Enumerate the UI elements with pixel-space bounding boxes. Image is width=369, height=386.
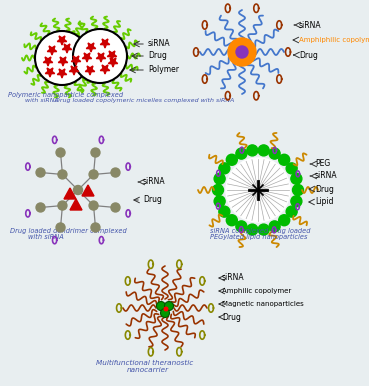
- Circle shape: [291, 173, 302, 184]
- Polygon shape: [57, 36, 67, 45]
- Polygon shape: [57, 69, 67, 78]
- Circle shape: [163, 306, 169, 312]
- Polygon shape: [108, 58, 118, 67]
- Polygon shape: [82, 53, 92, 62]
- Polygon shape: [86, 43, 96, 52]
- Text: with siRNA: with siRNA: [25, 98, 59, 103]
- Polygon shape: [43, 57, 53, 66]
- Polygon shape: [70, 199, 82, 210]
- Circle shape: [111, 203, 120, 212]
- Text: nanocarrier: nanocarrier: [127, 367, 169, 373]
- Text: Multifunctional theranostic: Multifunctional theranostic: [96, 360, 194, 366]
- Circle shape: [226, 154, 237, 165]
- Text: Amphiphilic copolymer: Amphiphilic copolymer: [299, 37, 369, 43]
- Circle shape: [258, 224, 269, 235]
- Circle shape: [269, 148, 280, 159]
- Text: siRNA: siRNA: [143, 178, 166, 186]
- Polygon shape: [45, 68, 55, 77]
- Polygon shape: [58, 57, 68, 66]
- Circle shape: [91, 148, 100, 157]
- Polygon shape: [107, 51, 117, 60]
- Circle shape: [56, 223, 65, 232]
- Circle shape: [36, 203, 45, 212]
- Circle shape: [247, 224, 258, 235]
- Circle shape: [213, 185, 224, 195]
- Circle shape: [89, 201, 98, 210]
- Circle shape: [156, 301, 166, 310]
- Polygon shape: [100, 65, 110, 74]
- Text: Drug: Drug: [315, 185, 334, 193]
- Polygon shape: [64, 188, 76, 199]
- Circle shape: [279, 215, 290, 226]
- Text: Polymeric nanoparticle complexed: Polymeric nanoparticle complexed: [8, 92, 123, 98]
- Polygon shape: [100, 39, 110, 48]
- Text: siRNA complexed drug loaded: siRNA complexed drug loaded: [210, 228, 310, 234]
- Polygon shape: [82, 185, 94, 196]
- Circle shape: [58, 201, 67, 210]
- Circle shape: [73, 186, 83, 195]
- Circle shape: [214, 196, 225, 207]
- Text: PEGylated lipid nanoparticles: PEGylated lipid nanoparticles: [210, 234, 307, 240]
- Circle shape: [89, 170, 98, 179]
- Text: Drug: Drug: [299, 51, 318, 59]
- Circle shape: [161, 308, 169, 318]
- Circle shape: [165, 301, 173, 310]
- Circle shape: [236, 46, 248, 58]
- Circle shape: [35, 31, 89, 85]
- Polygon shape: [85, 66, 95, 75]
- Circle shape: [214, 173, 225, 184]
- Text: PEG: PEG: [315, 159, 330, 169]
- Circle shape: [226, 215, 237, 226]
- Circle shape: [291, 196, 302, 207]
- Circle shape: [111, 168, 120, 177]
- Circle shape: [236, 148, 247, 159]
- Circle shape: [226, 158, 290, 222]
- Text: siRNA: siRNA: [222, 274, 245, 283]
- Circle shape: [286, 163, 297, 174]
- Text: Magnetic nanoparticles: Magnetic nanoparticles: [222, 301, 304, 307]
- Text: Drug: Drug: [143, 195, 162, 205]
- Circle shape: [36, 168, 45, 177]
- Circle shape: [219, 206, 230, 217]
- Text: Drug loaded copolymeric micelles complexed with siRNA: Drug loaded copolymeric micelles complex…: [55, 98, 234, 103]
- Circle shape: [73, 29, 127, 83]
- Circle shape: [269, 221, 280, 232]
- Text: Amphilic copolymer: Amphilic copolymer: [222, 288, 291, 294]
- Polygon shape: [96, 53, 106, 62]
- Text: Drug: Drug: [222, 313, 241, 322]
- Circle shape: [236, 221, 247, 232]
- Circle shape: [91, 223, 100, 232]
- Circle shape: [279, 154, 290, 165]
- Circle shape: [219, 163, 230, 174]
- Circle shape: [228, 38, 256, 66]
- Polygon shape: [71, 56, 81, 65]
- Text: Polymer: Polymer: [148, 66, 179, 74]
- Text: siRNA: siRNA: [299, 20, 322, 29]
- Text: with siRNA: with siRNA: [28, 234, 64, 240]
- Text: siRNA: siRNA: [148, 39, 170, 49]
- Polygon shape: [69, 66, 79, 75]
- Text: Drug: Drug: [148, 51, 167, 61]
- Polygon shape: [47, 46, 57, 55]
- Circle shape: [247, 145, 258, 156]
- Circle shape: [286, 206, 297, 217]
- Polygon shape: [62, 44, 72, 53]
- Circle shape: [58, 170, 67, 179]
- Circle shape: [56, 148, 65, 157]
- Text: Drug loaded dendrimer complexed: Drug loaded dendrimer complexed: [10, 228, 127, 234]
- Text: Lipid: Lipid: [315, 198, 334, 207]
- Circle shape: [293, 185, 303, 195]
- Text: siRNA: siRNA: [315, 171, 338, 181]
- Circle shape: [258, 145, 269, 156]
